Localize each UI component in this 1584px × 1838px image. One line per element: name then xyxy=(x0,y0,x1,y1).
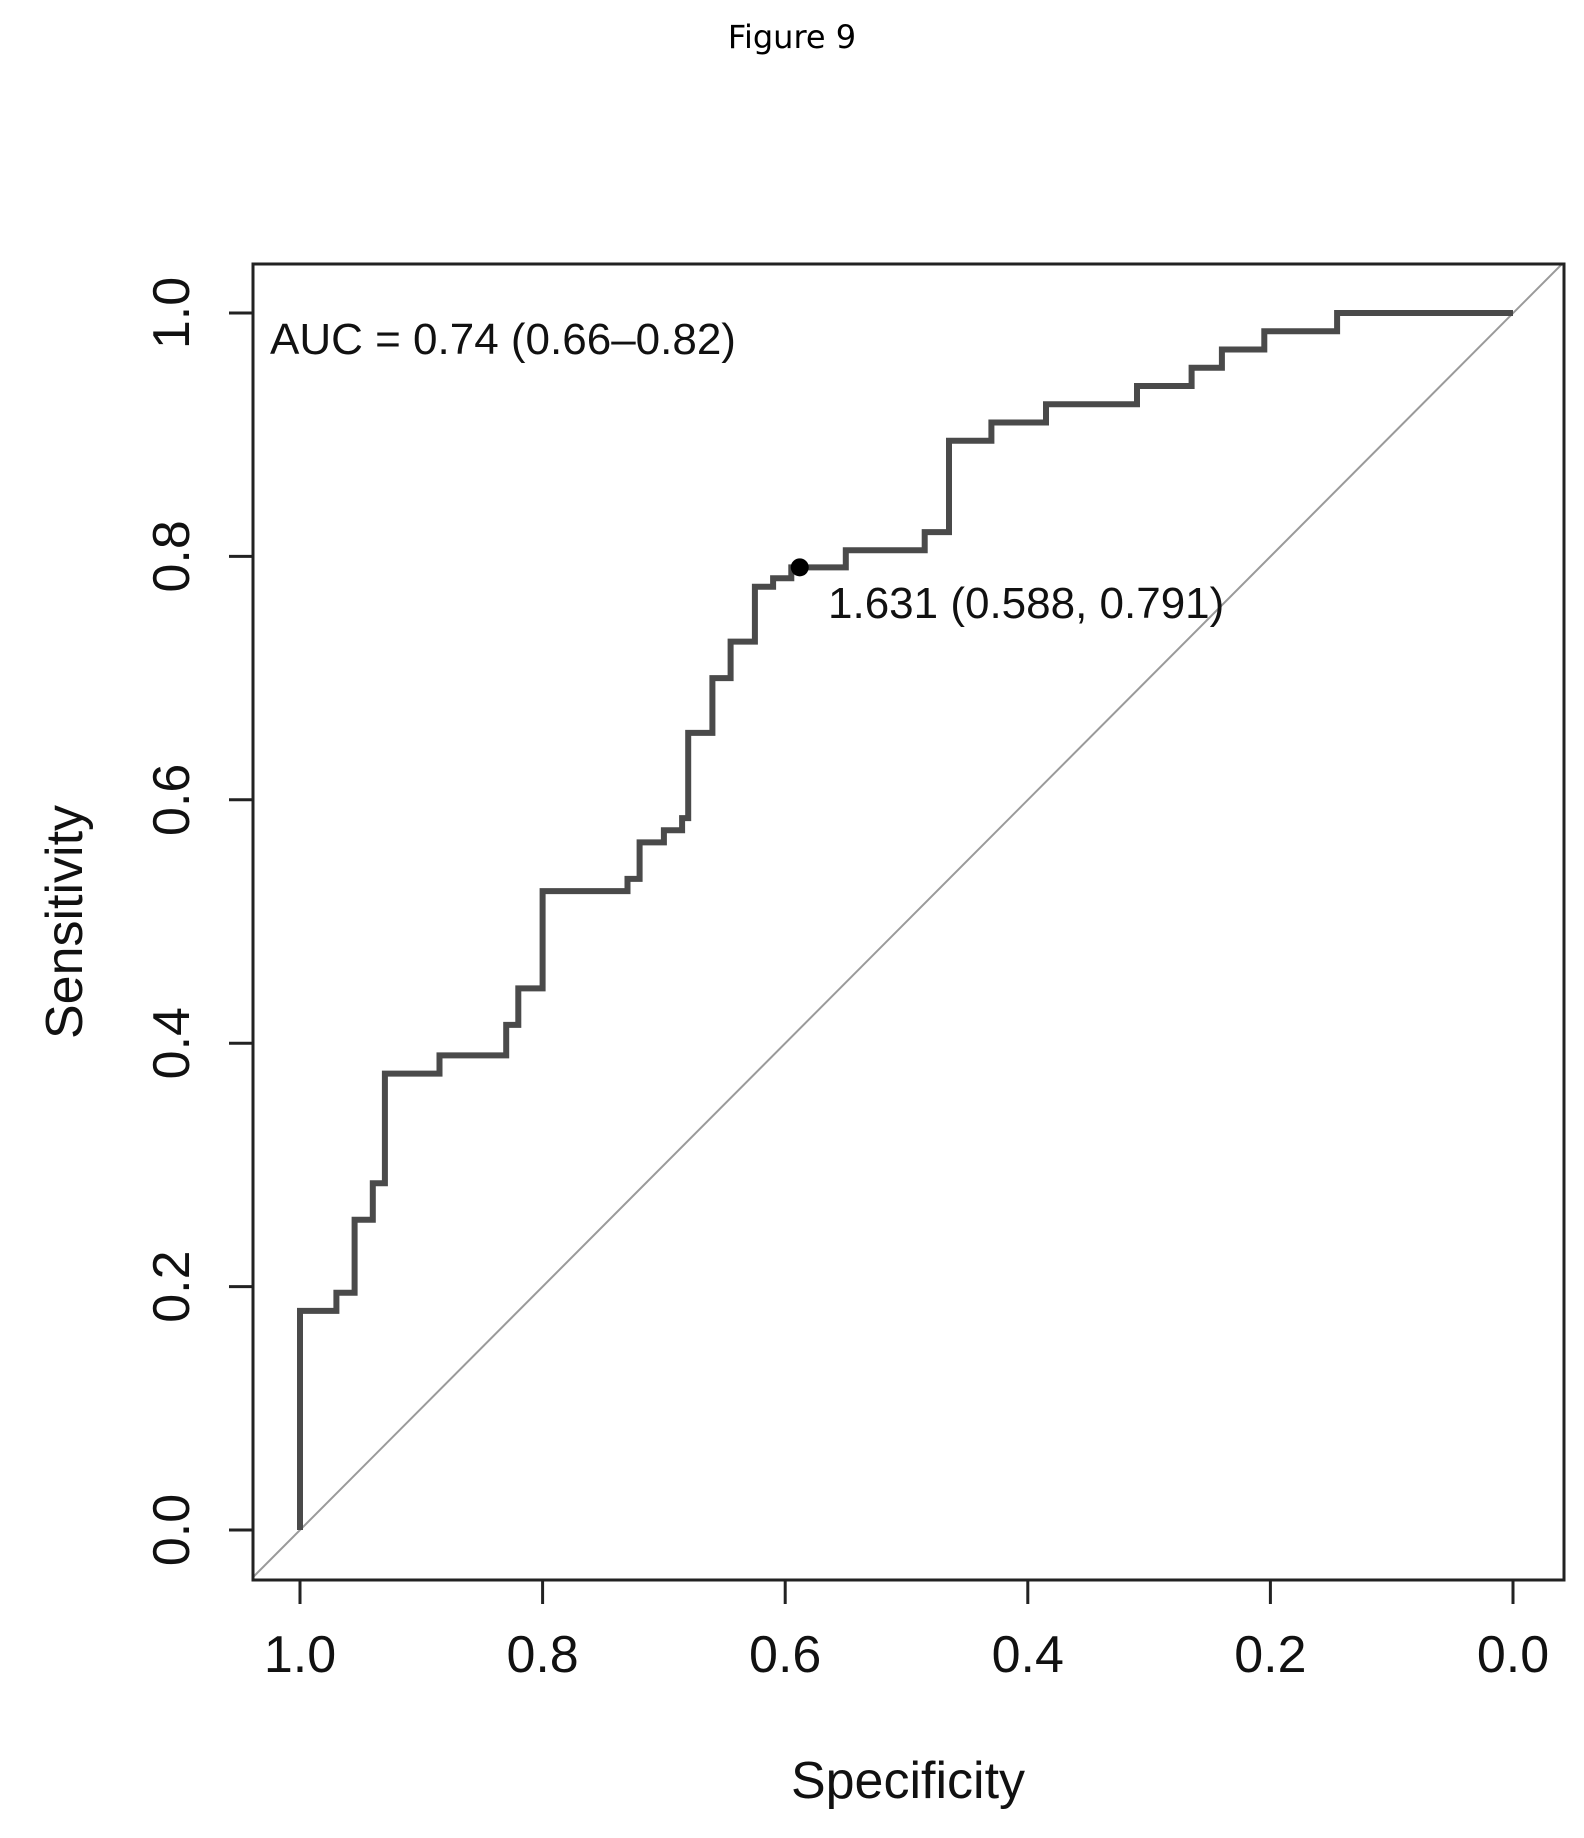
y-tick-label: 0.2 xyxy=(143,1250,201,1322)
y-tick-label: 0.0 xyxy=(143,1494,201,1566)
y-tick-label: 1.0 xyxy=(143,277,201,349)
x-tick-label: 0.0 xyxy=(1477,1626,1549,1684)
reference-diagonal-line xyxy=(253,264,1564,1579)
auc-annotation: AUC = 0.74 (0.66–0.82) xyxy=(270,315,736,364)
x-tick-label: 0.6 xyxy=(749,1626,821,1684)
y-axis-title: Sensitivity xyxy=(36,805,94,1039)
x-axis: 1.0 0.8 0.6 0.4 0.2 0.0 xyxy=(264,1578,1549,1684)
x-tick-label: 0.2 xyxy=(1234,1626,1306,1684)
optimal-threshold-point xyxy=(790,558,809,577)
plot-frame xyxy=(251,262,1566,1582)
threshold-annotation: 1.631 (0.588, 0.791) xyxy=(828,579,1224,628)
y-tick-label: 0.4 xyxy=(143,1007,201,1079)
x-tick-label: 0.4 xyxy=(992,1626,1064,1684)
figure-title: Figure 9 xyxy=(727,18,857,56)
x-axis-title: Specificity xyxy=(791,1752,1025,1810)
roc-curve-line xyxy=(297,310,1513,1530)
y-axis: 0.0 0.2 0.4 0.6 0.8 1.0 xyxy=(143,277,255,1566)
x-tick-label: 1.0 xyxy=(264,1626,336,1684)
y-tick-label: 0.8 xyxy=(143,520,201,592)
y-tick-label: 0.6 xyxy=(143,764,201,836)
x-tick-label: 0.8 xyxy=(506,1626,578,1684)
